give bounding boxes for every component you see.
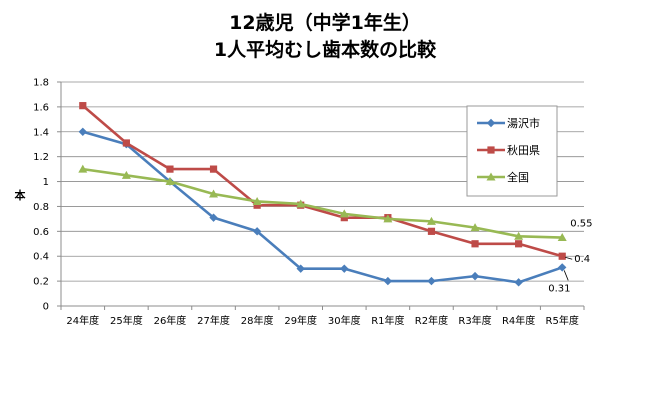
y-tick-label: 1.4: [33, 127, 49, 138]
y-tick-label: 0.6: [33, 227, 49, 238]
data-labels-layer: 0.55 0.4 0.31: [548, 219, 592, 295]
data-point: [427, 276, 436, 286]
leader-line: [565, 256, 573, 260]
data-point: [339, 209, 349, 218]
data-point: [471, 240, 479, 248]
data-point: [486, 172, 496, 181]
data-point: [514, 231, 524, 240]
chart-title-line1: 12歳児（中学1年生）: [229, 11, 421, 34]
legend-label: 湯沢市: [507, 116, 540, 130]
data-point: [296, 264, 305, 273]
data-point: [383, 276, 393, 286]
y-tick-label: 1.6: [33, 102, 49, 113]
legend-label: 秋田県: [507, 143, 540, 157]
data-point: [209, 213, 218, 222]
y-tick-label: 0.8: [33, 202, 49, 213]
y-tick-label: 0.2: [33, 277, 49, 288]
data-point: [426, 216, 436, 225]
legend-label: 全国: [507, 170, 529, 184]
y-tick-label: 1.8: [33, 78, 49, 89]
data-point: [486, 118, 496, 128]
legend-item-0: 湯沢市: [477, 116, 540, 130]
data-point: [514, 278, 523, 287]
data-point: [340, 264, 349, 273]
data-point: [166, 165, 174, 173]
series-line: [81, 104, 563, 258]
data-point: [470, 271, 480, 281]
x-tick-label: 28年度: [241, 314, 274, 327]
data-point: [253, 201, 261, 209]
x-tick-label: R2年度: [415, 314, 448, 327]
x-tick-label: 26年度: [154, 314, 187, 327]
y-tick-label: 0: [43, 302, 49, 313]
x-tick-label: R4年度: [502, 314, 535, 327]
y-axis-label: 本: [15, 188, 26, 202]
x-tick-label: 30年度: [328, 314, 361, 327]
legend-item-2: 全国: [477, 170, 529, 184]
data-point: [209, 165, 218, 173]
leader-line: [563, 270, 569, 281]
series-2: [78, 164, 567, 242]
data-point: [470, 223, 480, 232]
data-point: [122, 139, 130, 147]
x-tick-label: 27年度: [197, 314, 230, 327]
legend-item-1: 秋田県: [477, 143, 540, 157]
y-tick-label: 0.4: [33, 252, 49, 263]
data-label: 0.31: [548, 283, 570, 294]
series-line: [82, 130, 563, 284]
data-point: [340, 214, 348, 222]
x-tick-label: 25年度: [110, 314, 143, 327]
data-point: [487, 146, 495, 154]
series-layer: [78, 102, 567, 287]
data-label: 0.55: [570, 219, 592, 230]
data-point: [427, 227, 436, 235]
chart-title-line2: 1人平均むし歯本数の比較: [214, 38, 437, 61]
data-point: [165, 177, 175, 186]
data-point: [252, 196, 262, 205]
x-tick-label: R5年度: [546, 314, 579, 327]
data-point: [296, 199, 306, 208]
x-tick-labels: 24年度 25年度 26年度 27年度 28年度 29年度 30年度 R1年度 R2年度 R3年度…: [66, 314, 578, 327]
x-tick-label: 24年度: [66, 314, 99, 327]
data-point: [209, 189, 219, 198]
data-point: [79, 102, 87, 110]
x-tick-label: R3年度: [458, 314, 491, 327]
data-point: [558, 263, 567, 272]
x-tick-label: 29年度: [284, 314, 317, 327]
series-line: [82, 167, 563, 239]
data-label: 0.4: [574, 254, 590, 265]
y-tick-label: 1: [43, 177, 49, 188]
y-tick-labels: 0 0.2 0.4 0.6 0.8 1 1.2 1.4 1.6 1.8: [33, 78, 49, 313]
data-point: [78, 127, 87, 136]
data-point: [515, 240, 523, 248]
axes: [57, 81, 585, 310]
data-point: [252, 227, 262, 236]
x-tick-label: R1年度: [371, 314, 404, 327]
data-point: [558, 252, 566, 260]
data-point: [383, 214, 393, 223]
y-tick-label: 1.2: [33, 152, 49, 163]
data-point: [557, 233, 567, 242]
data-point: [78, 164, 88, 173]
data-point: [121, 170, 131, 179]
